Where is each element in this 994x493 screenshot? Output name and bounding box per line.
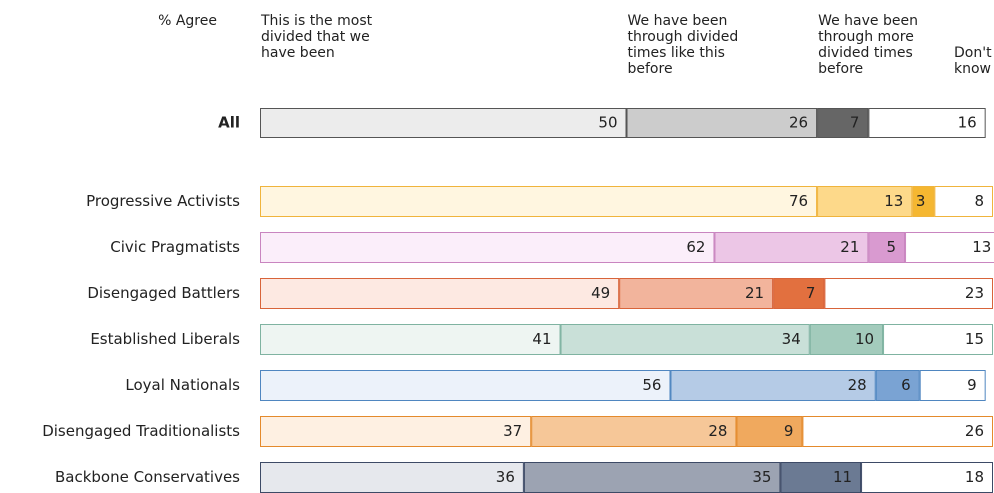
bar-segment [817,186,913,217]
value-label: 36 [496,468,515,486]
bar-segment [905,232,994,263]
value-label: 8 [974,192,984,210]
bar-segment [934,186,993,217]
bar-segment [780,462,862,493]
bar-segment [531,416,737,447]
value-label: 26 [965,422,984,440]
value-label: 9 [967,376,977,394]
value-label: 26 [789,114,808,132]
bar-segment [912,186,935,217]
bar-segment [260,186,818,217]
row-label: Loyal Nationals [125,376,240,394]
value-label: 21 [840,238,859,256]
row-label: Disengaged Traditionalists [42,422,240,440]
bar-segment [773,278,825,309]
row-label: Civic Pragmatists [110,238,240,256]
bar-segment [802,416,993,447]
value-label: 28 [848,376,867,394]
value-label: 6 [901,376,911,394]
value-label: 9 [784,422,794,440]
value-label: 28 [708,422,727,440]
row-label: All [218,114,240,132]
bar-segment [919,370,986,401]
bar-segment [861,462,993,493]
series-header: We have been through more divided times … [818,13,918,77]
value-label: 41 [532,330,551,348]
value-label: 23 [965,284,984,302]
row-label: Disengaged Battlers [87,284,240,302]
value-label: 11 [833,468,852,486]
bar-segment [260,416,532,447]
value-label: 50 [598,114,617,132]
value-label: 7 [806,284,816,302]
bar-segment [883,324,993,355]
value-header: % Agree [158,13,217,29]
value-label: 5 [886,238,896,256]
value-label: 7 [850,114,860,132]
value-label: 37 [503,422,522,440]
bar-segment [260,370,671,401]
value-label: 15 [965,330,984,348]
row-label: Backbone Conservatives [55,468,240,486]
value-label: 3 [916,192,926,210]
row-label: Progressive Activists [86,192,240,210]
value-label: 21 [745,284,764,302]
bar-segment [626,108,818,138]
value-label: 34 [782,330,801,348]
value-label: 56 [642,376,661,394]
value-label: 62 [686,238,705,256]
bar-segment [670,370,876,401]
value-label: 76 [789,192,808,210]
bar-segment [809,324,884,355]
series-header: We have been through divided times like … [627,13,739,77]
value-label: 35 [752,468,771,486]
bar-segment [260,108,627,138]
value-label: 13 [972,238,991,256]
bar-segment [523,462,781,493]
value-label: 16 [958,114,977,132]
series-header: Don't know [954,45,992,77]
bar-segment [817,108,869,138]
bar-segment [868,232,906,263]
bar-segment [824,278,993,309]
bar-segment [260,324,561,355]
bar-segment [736,416,803,447]
bar-segment [260,232,715,263]
value-label: 13 [884,192,903,210]
value-label: 18 [965,468,984,486]
bar-segment [260,462,524,493]
value-label: 10 [855,330,874,348]
bar-segment [714,232,869,263]
bar-segment [875,370,920,401]
bar-segment [260,278,620,309]
value-label: 49 [591,284,610,302]
bar-segment [868,108,986,138]
series-header: This is the most divided that we have be… [261,13,373,61]
bar-segment [619,278,774,309]
row-label: Established Liberals [90,330,240,348]
bar-segment [560,324,810,355]
